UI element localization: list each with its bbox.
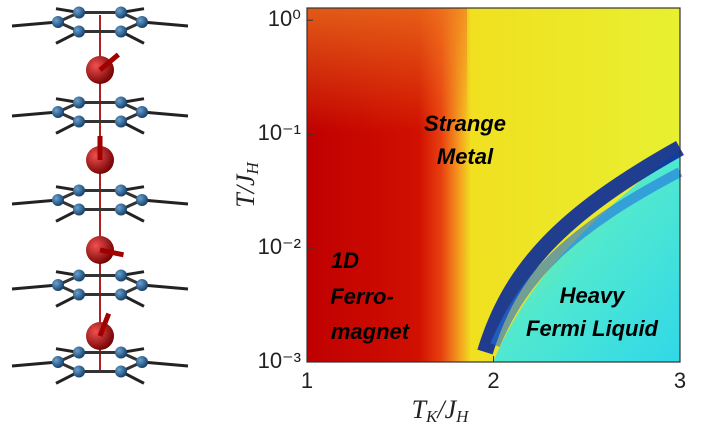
y-tick-label: 10⁻¹: [258, 120, 301, 145]
y-tick-label: 10⁻²: [258, 234, 301, 259]
annotation: 1D: [331, 248, 359, 273]
atom: [73, 366, 85, 378]
x-axis-label: TK/JH: [412, 395, 471, 426]
atom: [52, 279, 64, 291]
atom: [136, 279, 148, 291]
bond: [12, 285, 58, 289]
atom: [73, 26, 85, 38]
atom: [115, 116, 127, 128]
atom: [73, 346, 85, 358]
bond: [142, 200, 188, 204]
atom: [136, 16, 148, 28]
atom: [73, 96, 85, 108]
atom: [115, 26, 127, 38]
atom: [73, 184, 85, 196]
bond: [142, 22, 188, 26]
atom: [115, 204, 127, 216]
annotation: Fermi Liquid: [526, 316, 659, 341]
y-tick-label: 10⁻³: [258, 348, 301, 373]
atom: [136, 106, 148, 118]
atom: [73, 204, 85, 216]
bond: [12, 362, 58, 366]
atom: [115, 346, 127, 358]
x-tick-label: 3: [674, 368, 686, 393]
bond: [12, 200, 58, 204]
atom: [115, 6, 127, 18]
y-tick-label: 10⁰: [268, 6, 301, 31]
annotation: Heavy: [560, 283, 627, 308]
atom: [136, 356, 148, 368]
molecule-illustration: [12, 6, 188, 383]
y-axis-label: T/JH: [231, 161, 262, 208]
bond: [142, 112, 188, 116]
atom: [136, 194, 148, 206]
atom: [52, 16, 64, 28]
bond: [12, 22, 58, 26]
annotation: magnet: [331, 319, 411, 344]
x-tick-label: 2: [487, 368, 499, 393]
atom: [115, 96, 127, 108]
atom: [115, 366, 127, 378]
atom: [73, 6, 85, 18]
atom: [115, 289, 127, 301]
atom: [52, 106, 64, 118]
atom: [52, 356, 64, 368]
atom: [115, 184, 127, 196]
figure: Strange Metal 1D Ferro- magnet Heavy Fer…: [0, 0, 707, 437]
bond: [142, 285, 188, 289]
bond: [142, 362, 188, 366]
annotation: Ferro-: [330, 284, 394, 309]
annotation: Strange: [424, 111, 506, 136]
atom: [52, 194, 64, 206]
atom: [73, 289, 85, 301]
atom: [73, 116, 85, 128]
atom: [73, 269, 85, 281]
bond: [12, 112, 58, 116]
heatmap: [307, 8, 680, 362]
atom: [115, 269, 127, 281]
x-tick-label: 1: [301, 368, 313, 393]
annotation: Metal: [437, 144, 494, 169]
